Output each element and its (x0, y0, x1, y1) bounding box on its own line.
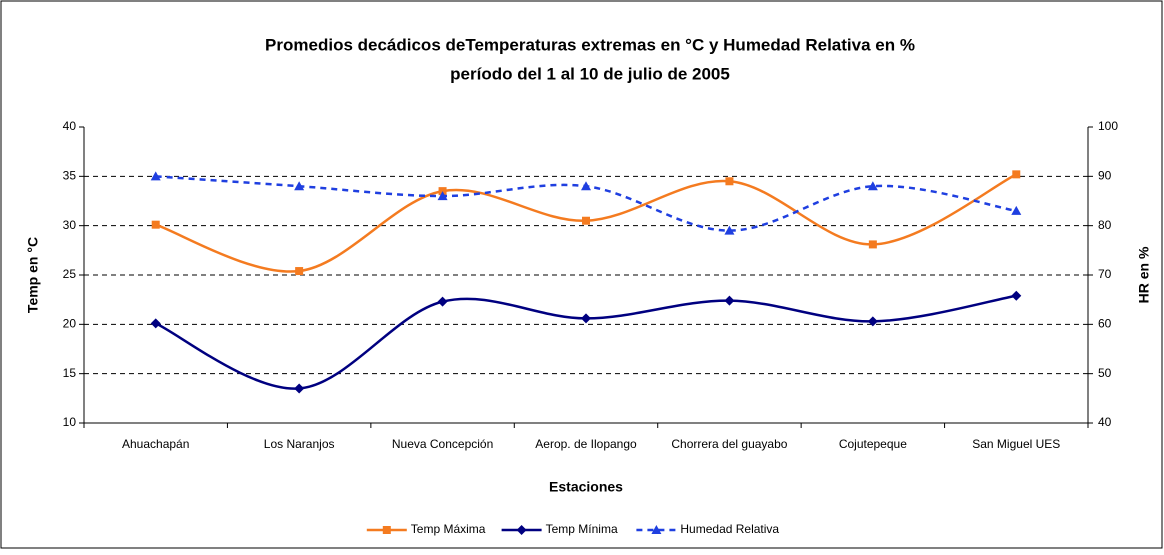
marker (867, 181, 878, 191)
marker (868, 240, 877, 249)
marker (581, 181, 591, 191)
y-tick-label: 25 (63, 267, 77, 281)
marker (581, 313, 591, 324)
marker (867, 316, 878, 327)
x-tick-label: Cojutepeque (839, 437, 907, 451)
marker (724, 295, 735, 306)
marker (724, 225, 735, 235)
y2-tick-label: 90 (1098, 169, 1112, 183)
marker (151, 220, 160, 229)
y-tick-label: 15 (63, 366, 77, 380)
marker (295, 267, 304, 276)
y2-tick-label: 100 (1098, 119, 1118, 133)
marker (294, 181, 305, 191)
y2-axis-title: HR en % (1136, 246, 1152, 303)
y2-tick-label: 50 (1098, 366, 1112, 380)
legend-label: Temp Mínima (546, 522, 618, 536)
marker (1011, 290, 1022, 301)
marker (437, 296, 448, 307)
chart-title: Promedios decádicos deTemperaturas extre… (265, 35, 915, 54)
y-tick-label: 30 (63, 218, 77, 232)
x-tick-label: Los Naranjos (264, 437, 335, 451)
y-tick-label: 35 (63, 169, 77, 183)
marker (150, 318, 161, 329)
y-tick-label: 10 (63, 415, 77, 429)
x-axis-title: Estaciones (549, 479, 623, 495)
y2-tick-label: 70 (1098, 267, 1112, 281)
y-tick-label: 20 (63, 317, 77, 331)
marker (1012, 170, 1021, 179)
legend-label: Humedad Relativa (680, 522, 779, 536)
y2-tick-label: 40 (1098, 415, 1112, 429)
marker (516, 525, 527, 535)
x-tick-label: Aerop. de Ilopango (535, 437, 637, 451)
x-tick-label: San Miguel UES (972, 437, 1060, 451)
marker (294, 383, 305, 394)
chart-subtitle: período del 1 al 10 de julio de 2005 (450, 64, 730, 83)
y-tick-label: 40 (63, 119, 77, 133)
x-tick-label: Chorrera del guayabo (671, 437, 787, 451)
marker (437, 191, 448, 201)
x-tick-label: Ahuachapán (122, 437, 189, 451)
marker (651, 525, 662, 534)
marker (382, 526, 391, 534)
marker (725, 177, 734, 186)
marker (582, 216, 590, 225)
marker (150, 171, 161, 181)
y2-tick-label: 60 (1098, 317, 1112, 331)
y2-tick-label: 80 (1098, 218, 1112, 232)
legend-label: Temp Máxima (411, 522, 486, 536)
marker (1011, 205, 1022, 215)
y-axis-title: Temp en °C (25, 237, 41, 313)
x-tick-label: Nueva Concepción (392, 437, 493, 451)
